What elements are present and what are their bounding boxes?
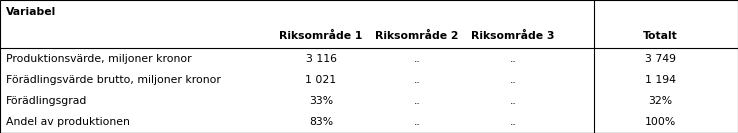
Text: 3 749: 3 749 (645, 53, 676, 64)
Text: 1 194: 1 194 (645, 75, 676, 85)
Text: Produktionsvärde, miljoner kronor: Produktionsvärde, miljoner kronor (6, 53, 192, 64)
Text: ..: .. (509, 53, 517, 64)
Text: Förädlingsgrad: Förädlingsgrad (6, 96, 87, 106)
Text: ..: .. (413, 75, 421, 85)
Text: Riksområde 2: Riksområde 2 (375, 31, 459, 41)
Text: 100%: 100% (645, 117, 676, 127)
Text: 32%: 32% (649, 96, 672, 106)
Text: Andel av produktionen: Andel av produktionen (6, 117, 130, 127)
Text: Förädlingsvärde brutto, miljoner kronor: Förädlingsvärde brutto, miljoner kronor (6, 75, 221, 85)
Text: 1 021: 1 021 (306, 75, 337, 85)
Text: ..: .. (509, 117, 517, 127)
Text: ..: .. (509, 75, 517, 85)
Text: Riksområde 3: Riksområde 3 (471, 31, 555, 41)
Text: ..: .. (413, 117, 421, 127)
Text: 83%: 83% (309, 117, 333, 127)
Text: 33%: 33% (309, 96, 333, 106)
Text: ..: .. (413, 96, 421, 106)
Text: ..: .. (413, 53, 421, 64)
Text: Riksområde 1: Riksområde 1 (280, 31, 362, 41)
Text: Totalt: Totalt (643, 31, 678, 41)
Text: ..: .. (509, 96, 517, 106)
Text: 3 116: 3 116 (306, 53, 337, 64)
Text: Variabel: Variabel (6, 7, 56, 17)
